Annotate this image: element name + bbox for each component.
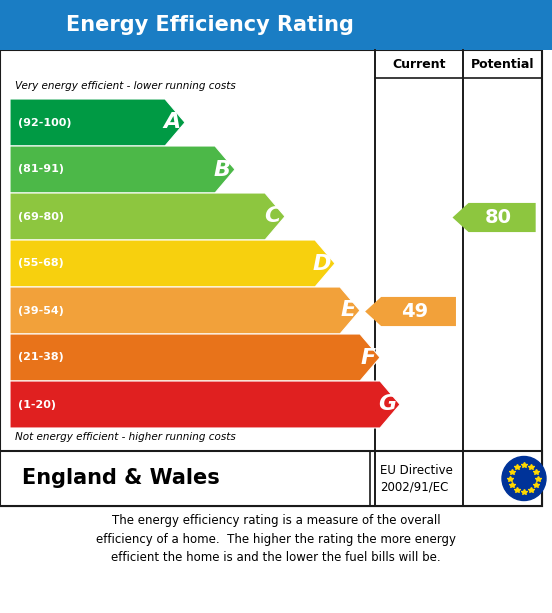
Polygon shape [10,287,360,334]
Text: (69-80): (69-80) [18,211,64,221]
Text: Current: Current [392,58,446,70]
Text: England & Wales: England & Wales [22,468,220,489]
Bar [0,451,542,506]
Text: F: F [361,348,376,368]
Text: B: B [214,159,231,180]
Bar [0,50,542,506]
Polygon shape [10,146,235,193]
Text: E: E [341,300,356,321]
Polygon shape [365,297,456,326]
Text: G: G [378,395,396,414]
Text: Energy Efficiency Rating: Energy Efficiency Rating [66,15,354,35]
Text: 80: 80 [485,208,512,227]
Text: (39-54): (39-54) [18,305,64,316]
Polygon shape [10,240,335,287]
Text: (92-100): (92-100) [18,118,72,128]
Text: (21-38): (21-38) [18,352,63,362]
Polygon shape [10,334,380,381]
Text: Very energy efficient - lower running costs: Very energy efficient - lower running co… [15,81,236,91]
Circle shape [502,457,546,500]
Text: C: C [264,207,281,226]
Text: EU Directive
2002/91/EC: EU Directive 2002/91/EC [380,463,453,493]
Polygon shape [10,193,285,240]
Polygon shape [10,99,185,146]
Text: (81-91): (81-91) [18,164,64,175]
Text: (55-68): (55-68) [18,259,63,268]
Text: The energy efficiency rating is a measure of the overall
efficiency of a home.  : The energy efficiency rating is a measur… [96,514,456,564]
Text: Potential: Potential [471,58,534,70]
Text: D: D [312,254,331,273]
Text: 49: 49 [401,302,428,321]
Polygon shape [453,203,535,232]
Text: Not energy efficient - higher running costs: Not energy efficient - higher running co… [15,432,236,442]
Text: (1-20): (1-20) [18,400,56,409]
Polygon shape [10,381,400,428]
Bar [0,0,552,50]
Text: A: A [164,113,181,132]
